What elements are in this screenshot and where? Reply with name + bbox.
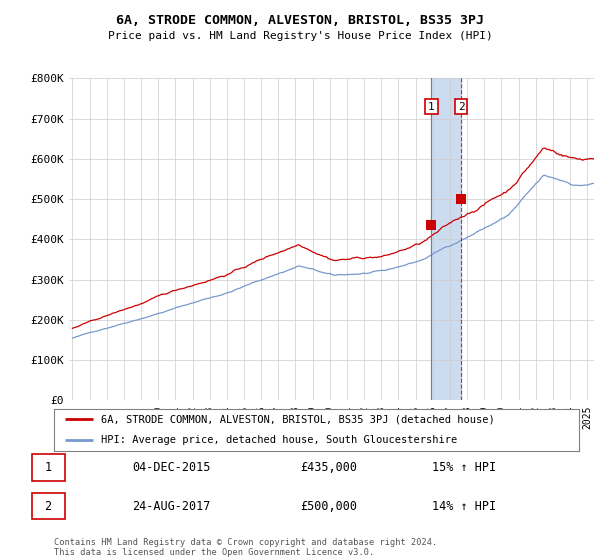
Text: 1: 1 xyxy=(428,101,435,111)
Text: 24-AUG-2017: 24-AUG-2017 xyxy=(132,500,211,512)
Text: HPI: Average price, detached house, South Gloucestershire: HPI: Average price, detached house, Sout… xyxy=(101,435,458,445)
Text: 2: 2 xyxy=(458,101,464,111)
Text: 14% ↑ HPI: 14% ↑ HPI xyxy=(432,500,496,512)
Text: £435,000: £435,000 xyxy=(300,461,357,474)
Text: 1: 1 xyxy=(44,461,52,474)
Text: 04-DEC-2015: 04-DEC-2015 xyxy=(132,461,211,474)
Text: Contains HM Land Registry data © Crown copyright and database right 2024.
This d: Contains HM Land Registry data © Crown c… xyxy=(54,538,437,557)
Bar xyxy=(32,454,65,481)
Text: 6A, STRODE COMMON, ALVESTON, BRISTOL, BS35 3PJ (detached house): 6A, STRODE COMMON, ALVESTON, BRISTOL, BS… xyxy=(101,414,495,424)
Text: 15% ↑ HPI: 15% ↑ HPI xyxy=(432,461,496,474)
Bar xyxy=(431,78,461,400)
Text: 2: 2 xyxy=(44,500,52,512)
Bar xyxy=(32,493,65,520)
Text: 6A, STRODE COMMON, ALVESTON, BRISTOL, BS35 3PJ: 6A, STRODE COMMON, ALVESTON, BRISTOL, BS… xyxy=(116,14,484,27)
Text: Price paid vs. HM Land Registry's House Price Index (HPI): Price paid vs. HM Land Registry's House … xyxy=(107,31,493,41)
Text: £500,000: £500,000 xyxy=(300,500,357,512)
